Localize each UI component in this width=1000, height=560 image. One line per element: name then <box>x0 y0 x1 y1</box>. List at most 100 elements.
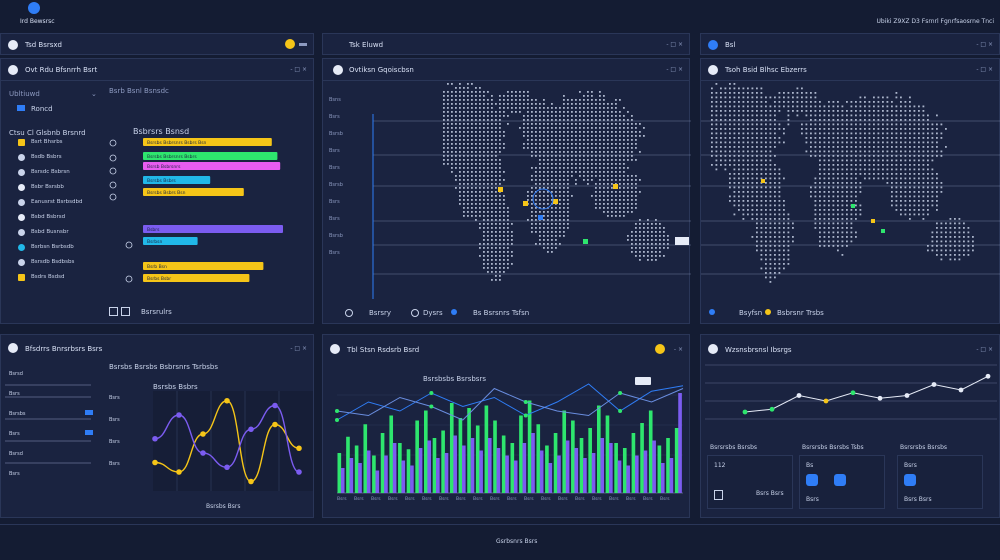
map-dot <box>563 219 565 221</box>
map-dot <box>832 159 835 162</box>
map-dot <box>855 150 857 153</box>
sidebar-item[interactable]: Bsbr Bsrsbb <box>31 184 64 190</box>
map-dot <box>591 123 593 125</box>
stat-box-1[interactable]: Bsrsrsbs Bsrsbs 112 Bsrs Bsrs <box>707 444 793 509</box>
map-dot <box>507 227 509 229</box>
map-dot <box>846 146 848 148</box>
map-dot <box>479 119 481 121</box>
map-dot <box>963 240 965 243</box>
window-controls[interactable]: - □ × <box>976 346 993 353</box>
sidebar-item[interactable]: Bsdb Bsbrs <box>31 154 62 160</box>
window-controls[interactable]: - □ × <box>290 345 307 352</box>
map-dot <box>891 177 893 180</box>
status-toggle[interactable] <box>285 39 295 49</box>
window-controls[interactable]: - × <box>673 346 683 353</box>
map-dot <box>756 132 758 135</box>
stat-box-2[interactable]: Bsrsrsbs Bsrsbs Tsbs Bs Bsrs <box>799 444 885 509</box>
bar <box>143 188 244 196</box>
map-dot <box>729 150 731 153</box>
side-label: Bsrs <box>109 417 120 423</box>
window-controls[interactable]: - □ × <box>976 41 993 48</box>
map-dot <box>846 191 848 193</box>
map-dot <box>747 87 749 90</box>
map-dot <box>463 163 465 165</box>
map-dot <box>769 96 772 99</box>
map-dot <box>555 207 557 209</box>
map-dot <box>555 143 557 145</box>
map-dot <box>483 95 485 97</box>
sidebar-item[interactable]: Eanusrst Bsrbsdbd <box>31 199 83 205</box>
bars-footer[interactable]: Bsrsrulrs <box>141 308 172 316</box>
map-dot <box>483 151 485 153</box>
map-dot <box>635 235 637 237</box>
map-dot <box>567 111 569 113</box>
map-dot <box>567 175 569 177</box>
action-icon[interactable] <box>806 474 818 486</box>
map-dot <box>535 167 537 169</box>
map-dot <box>627 123 629 125</box>
map-dot <box>547 171 549 173</box>
window-controls[interactable]: - □ × <box>666 41 683 48</box>
window-controls[interactable]: - □ × <box>666 66 683 73</box>
map-dot <box>459 135 461 137</box>
status-toggle[interactable] <box>655 344 665 354</box>
map-dot <box>828 200 830 202</box>
map-dot <box>463 195 465 197</box>
folder-icon[interactable] <box>109 307 118 316</box>
doc-icon[interactable] <box>121 307 130 316</box>
line-point <box>296 469 302 475</box>
map-dot <box>823 119 826 121</box>
action-icon-2[interactable] <box>834 474 846 486</box>
map-dot <box>603 171 605 173</box>
stat-box-3[interactable]: Bsrsrsbs Bsrsbs Bsrs Bsrs Bsrs <box>897 444 983 509</box>
map-dot <box>479 227 481 229</box>
map-dot <box>891 114 893 117</box>
map-dot <box>810 191 812 193</box>
map-dot <box>499 111 501 113</box>
map-dot <box>655 219 657 221</box>
map-dot <box>841 119 844 121</box>
legend-item-3: Bs Bsrsnrs Tsfsn <box>473 309 530 317</box>
map-dot <box>535 175 537 177</box>
sidebar-item[interactable]: Bsbd Bsbrsd <box>31 214 66 220</box>
map-dot <box>475 147 477 149</box>
map-dot <box>949 254 952 256</box>
map-dot <box>954 222 956 225</box>
map-dot <box>559 131 561 133</box>
sidebar-item[interactable]: Bsdrs Bsdsd <box>31 274 65 280</box>
map-dot <box>733 200 736 202</box>
map-dot <box>587 103 589 105</box>
map-dot <box>567 191 569 193</box>
map-dot <box>475 211 477 213</box>
map-dot <box>631 231 633 233</box>
map-dot <box>619 215 621 217</box>
map-dot <box>567 179 569 181</box>
map-dot <box>467 147 469 149</box>
sidebar-item[interactable]: Bsrsdb Bsdbsbs <box>31 259 75 265</box>
map-dot <box>455 123 457 125</box>
map-dot <box>805 132 808 135</box>
map-dot <box>511 231 513 233</box>
map-dot <box>918 123 920 126</box>
window-controls[interactable]: - □ × <box>290 66 307 73</box>
sidebar-item[interactable]: Bsrsdc Bsbrsn <box>31 169 70 175</box>
map-dot <box>832 227 835 229</box>
map-dot <box>555 151 557 153</box>
sidebar-item[interactable]: Bsbd Busnsbr <box>31 229 69 235</box>
map-dot <box>819 128 821 130</box>
action-icon[interactable] <box>904 474 916 486</box>
sidebar-item[interactable]: Bsrt Bhsrbs <box>31 139 63 145</box>
bar <box>143 237 198 245</box>
map-dot <box>463 99 465 101</box>
sidebar-item[interactable]: Bsrbsn Bsrbsdb <box>31 244 74 250</box>
map-dot <box>499 207 501 209</box>
map-dot <box>913 209 916 211</box>
map-dot <box>479 171 481 173</box>
window-controls[interactable]: - □ × <box>976 66 993 73</box>
map-dot <box>555 171 557 173</box>
map-dot <box>756 159 758 162</box>
map-dot <box>603 135 605 137</box>
chevron-down-icon[interactable]: ⌄ <box>91 90 97 98</box>
map-dot <box>475 207 477 209</box>
